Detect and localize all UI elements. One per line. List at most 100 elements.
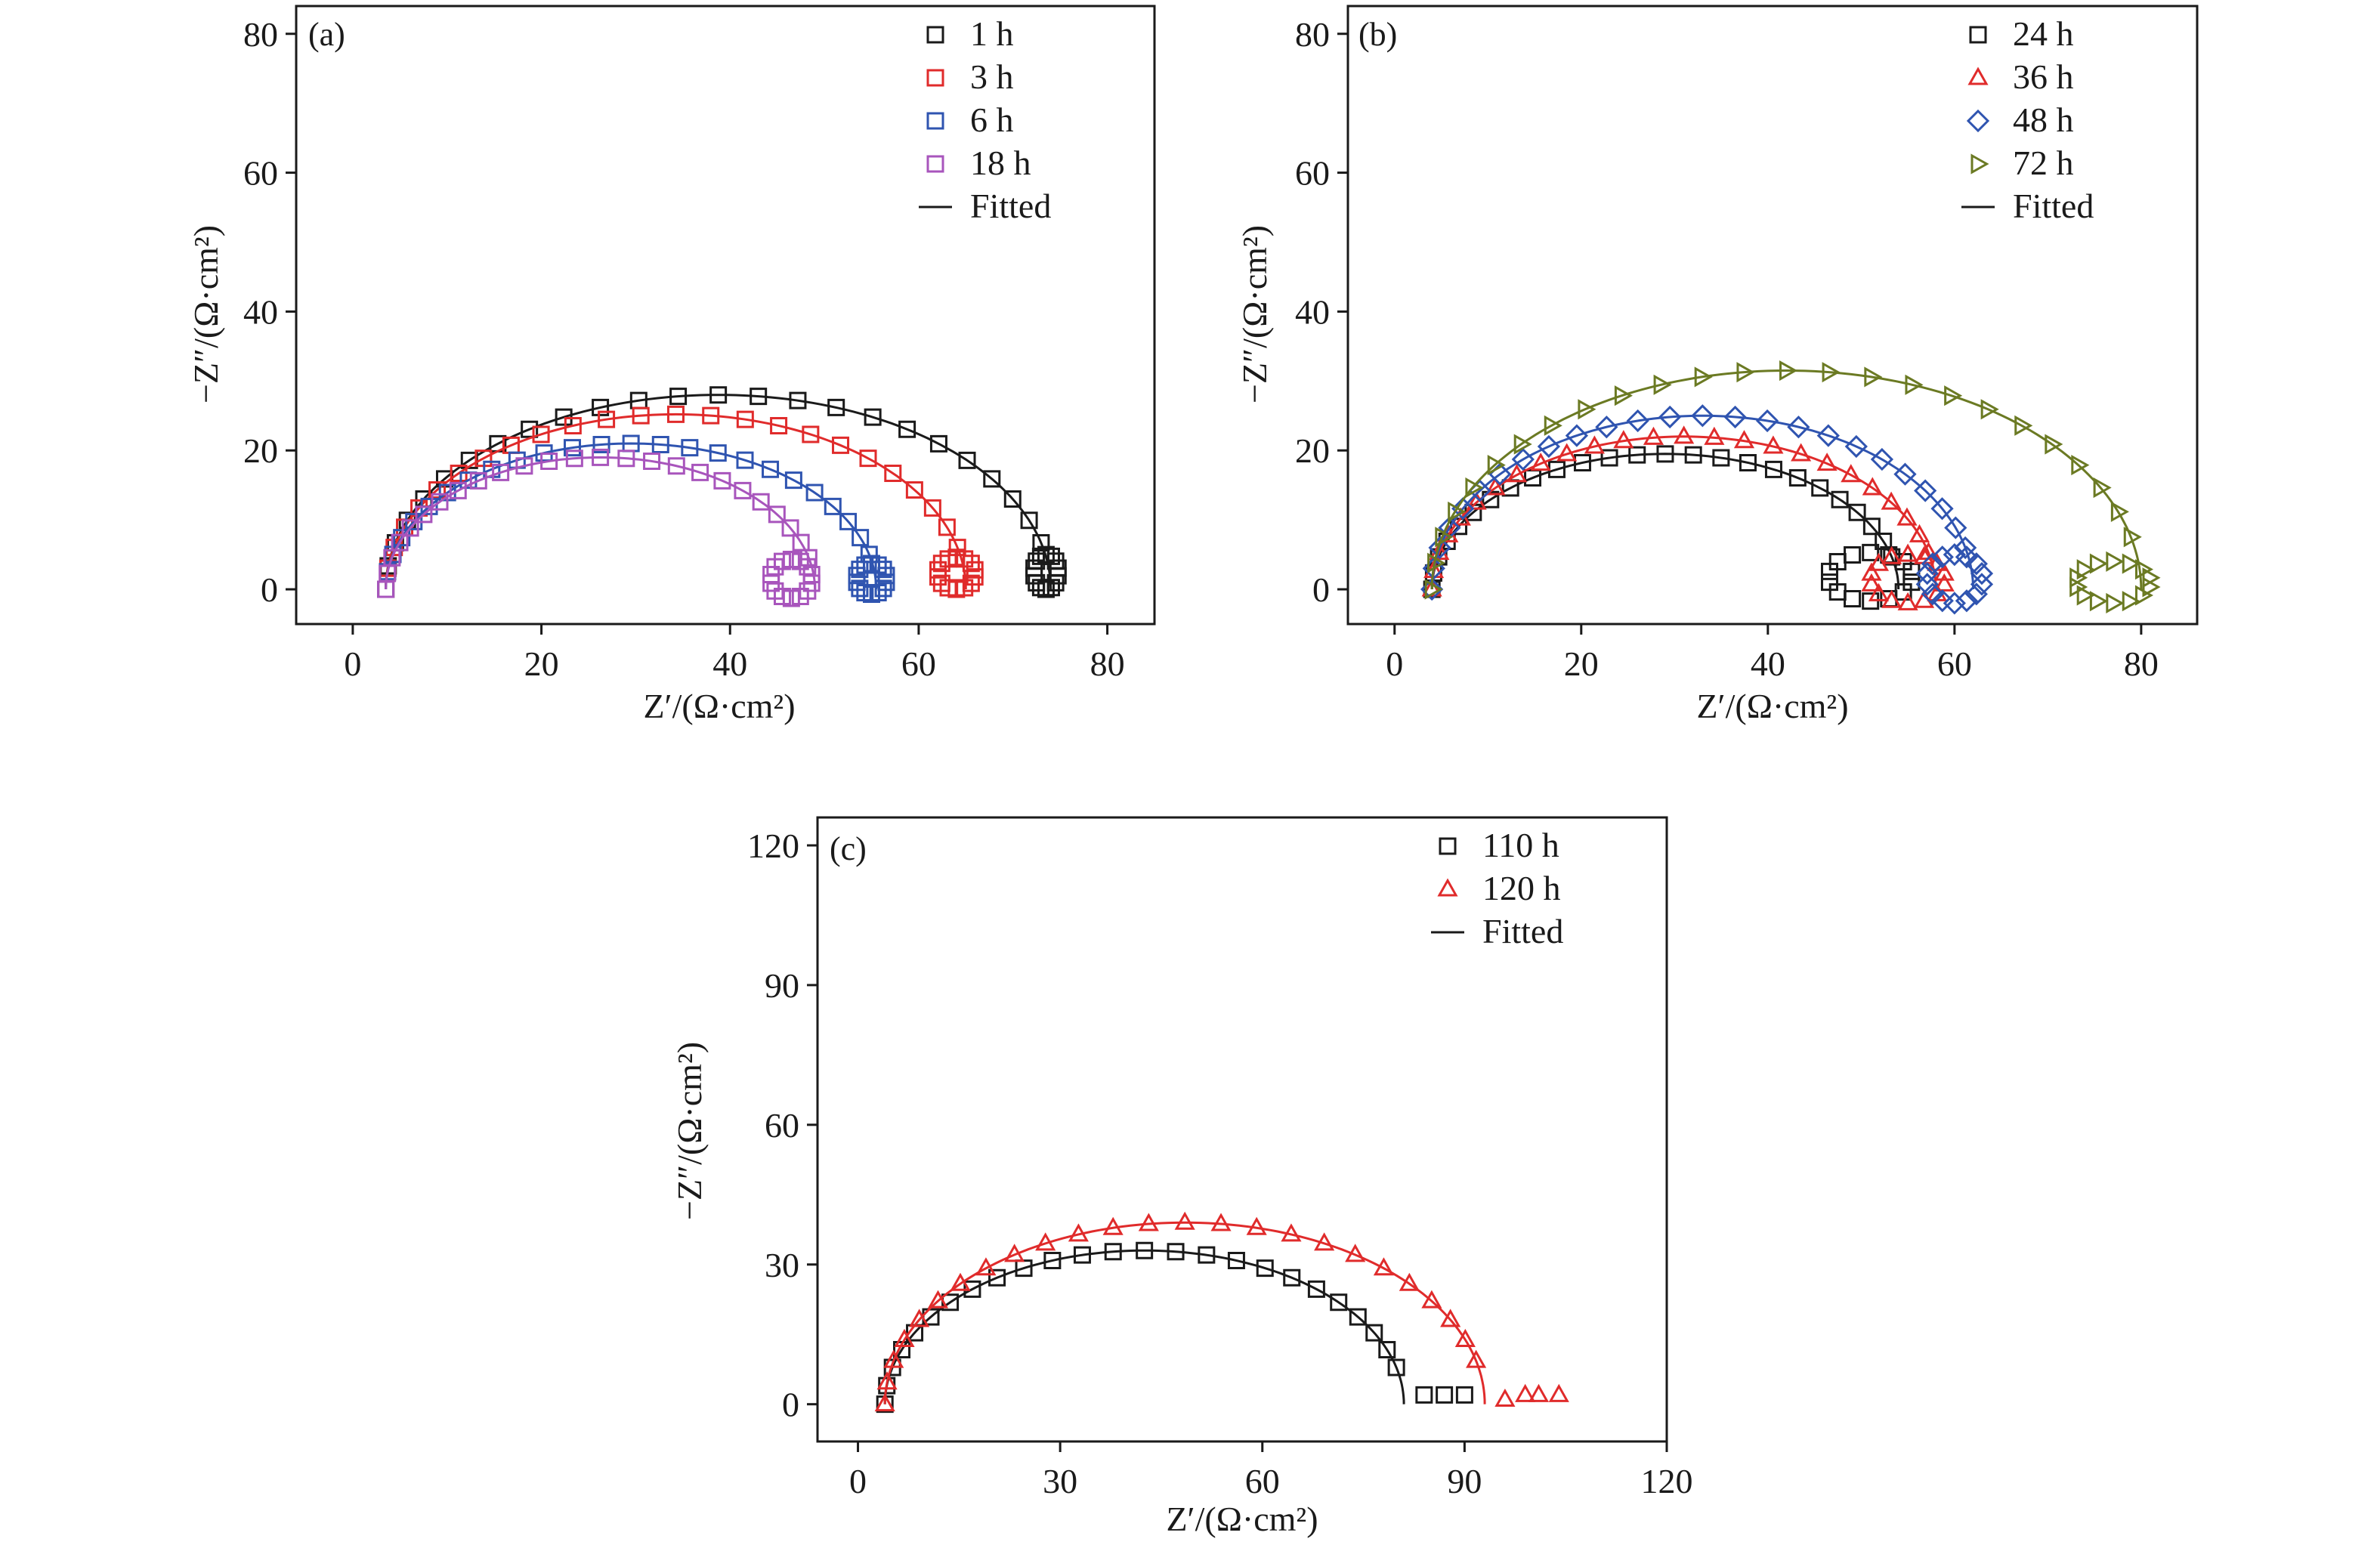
fitted-line [1430, 369, 2143, 590]
data-point [802, 574, 821, 592]
data-point [983, 470, 1001, 488]
data-point [958, 451, 976, 469]
data-point [651, 435, 669, 453]
data-point [1944, 516, 1967, 539]
data-point [966, 568, 984, 586]
data-point [1684, 446, 1702, 464]
data-point [1466, 1349, 1487, 1368]
data-point [1614, 385, 1633, 406]
data-point [1905, 374, 1924, 395]
fitted-line [1430, 453, 1900, 590]
data-point [1031, 547, 1049, 565]
data-point [1513, 434, 1532, 455]
data-point [1881, 545, 1902, 564]
data-point [805, 484, 824, 502]
data-point [1373, 1257, 1394, 1276]
data-point [415, 505, 433, 524]
x-tick-label-40: 40 [1751, 644, 1785, 683]
data-point [489, 434, 507, 453]
data-point [1031, 579, 1049, 597]
data-point [876, 1371, 898, 1390]
fitted-line [883, 1221, 1486, 1404]
x-tick-label-20: 20 [524, 644, 559, 683]
data-point [929, 568, 947, 586]
data-point [1578, 399, 1596, 420]
data-point [1424, 579, 1443, 600]
data-point [1844, 434, 1868, 459]
data-point [932, 555, 950, 573]
data-point [691, 463, 709, 481]
y-tick-label-60: 60 [1295, 154, 1330, 193]
data-point [962, 574, 980, 592]
data-point [555, 408, 573, 426]
data-point [1964, 552, 1988, 576]
fitted-line [883, 1249, 1405, 1404]
data-point [1897, 592, 1918, 610]
data-point [852, 529, 870, 547]
data-point [1487, 455, 1506, 476]
data-point [2071, 455, 2090, 476]
data-point [1345, 1244, 1366, 1262]
data-point [905, 480, 923, 499]
data-point [508, 451, 526, 469]
x-tick-label-120: 120 [1641, 1462, 1693, 1500]
data-point [1930, 545, 1954, 569]
data-point [750, 388, 768, 406]
x-tick-label-30: 30 [1043, 1462, 1077, 1500]
data-point [939, 579, 957, 597]
y-tick-label-90: 90 [765, 966, 799, 1005]
data-point [851, 561, 869, 579]
data-point [1584, 435, 1605, 454]
data-point [975, 1257, 997, 1276]
plot-area-a: 0 20 40 60 80 0 20 40 60 80 1 h 3 h 6 h 18 h Fitted [243, 5, 1156, 683]
legend-label: 110 h [1482, 826, 1559, 864]
legend-marker [1969, 26, 1987, 44]
y-tick-label-20: 20 [1295, 431, 1330, 470]
legend-label: 120 h [1482, 869, 1561, 907]
chart-panel-a: 0 20 40 60 80 0 20 40 60 80 1 h 3 h 6 h 18 h Fitted (a… [187, 5, 1156, 725]
x-axis-title-c: Z′/(Ω·cm²) [1166, 1500, 1318, 1538]
data-point [1485, 477, 1506, 496]
data-point [2014, 415, 2033, 436]
data-point [1528, 1383, 1550, 1402]
data-point [988, 1268, 1006, 1287]
fitted-line [385, 412, 967, 590]
data-point [1894, 552, 1912, 570]
data-point [1365, 1324, 1383, 1342]
legend-fitted-label: Fitted [1482, 912, 1563, 950]
panel-label-c: (c) [830, 830, 867, 867]
y-axis-title-a: −Z″/(Ω·cm²) [187, 225, 225, 403]
data-point [1436, 1386, 1454, 1404]
data-point [898, 420, 916, 438]
data-point [1073, 1246, 1091, 1264]
y-tick-label-60: 60 [765, 1106, 799, 1145]
x-tick-label-80: 80 [1090, 644, 1125, 683]
data-point [1643, 426, 1664, 445]
data-point [1881, 589, 1902, 608]
data-point [862, 555, 880, 573]
data-point [1811, 479, 1829, 497]
data-point [1281, 1223, 1302, 1242]
data-point [2076, 585, 2095, 606]
data-point [2076, 559, 2095, 580]
data-point [1035, 1232, 1056, 1251]
data-point [1658, 405, 1682, 429]
data-point [1210, 1213, 1232, 1231]
data-point [563, 439, 581, 457]
data-point [1573, 453, 1591, 471]
data-point [1955, 545, 1979, 569]
legend-label: 3 h [970, 57, 1014, 96]
data-point [1816, 453, 1838, 471]
data-point [874, 579, 892, 598]
data-point [2106, 592, 2125, 613]
data-point [770, 416, 788, 434]
data-point [1421, 1290, 1442, 1309]
data-point [592, 448, 610, 466]
x-tick-label-60: 60 [901, 644, 936, 683]
x-tick-label-90: 90 [1447, 1462, 1482, 1500]
data-point [1049, 559, 1067, 577]
data-point [1868, 582, 1890, 601]
data-point [1465, 477, 1484, 499]
data-point [1862, 477, 1883, 496]
data-point [1787, 416, 1810, 439]
